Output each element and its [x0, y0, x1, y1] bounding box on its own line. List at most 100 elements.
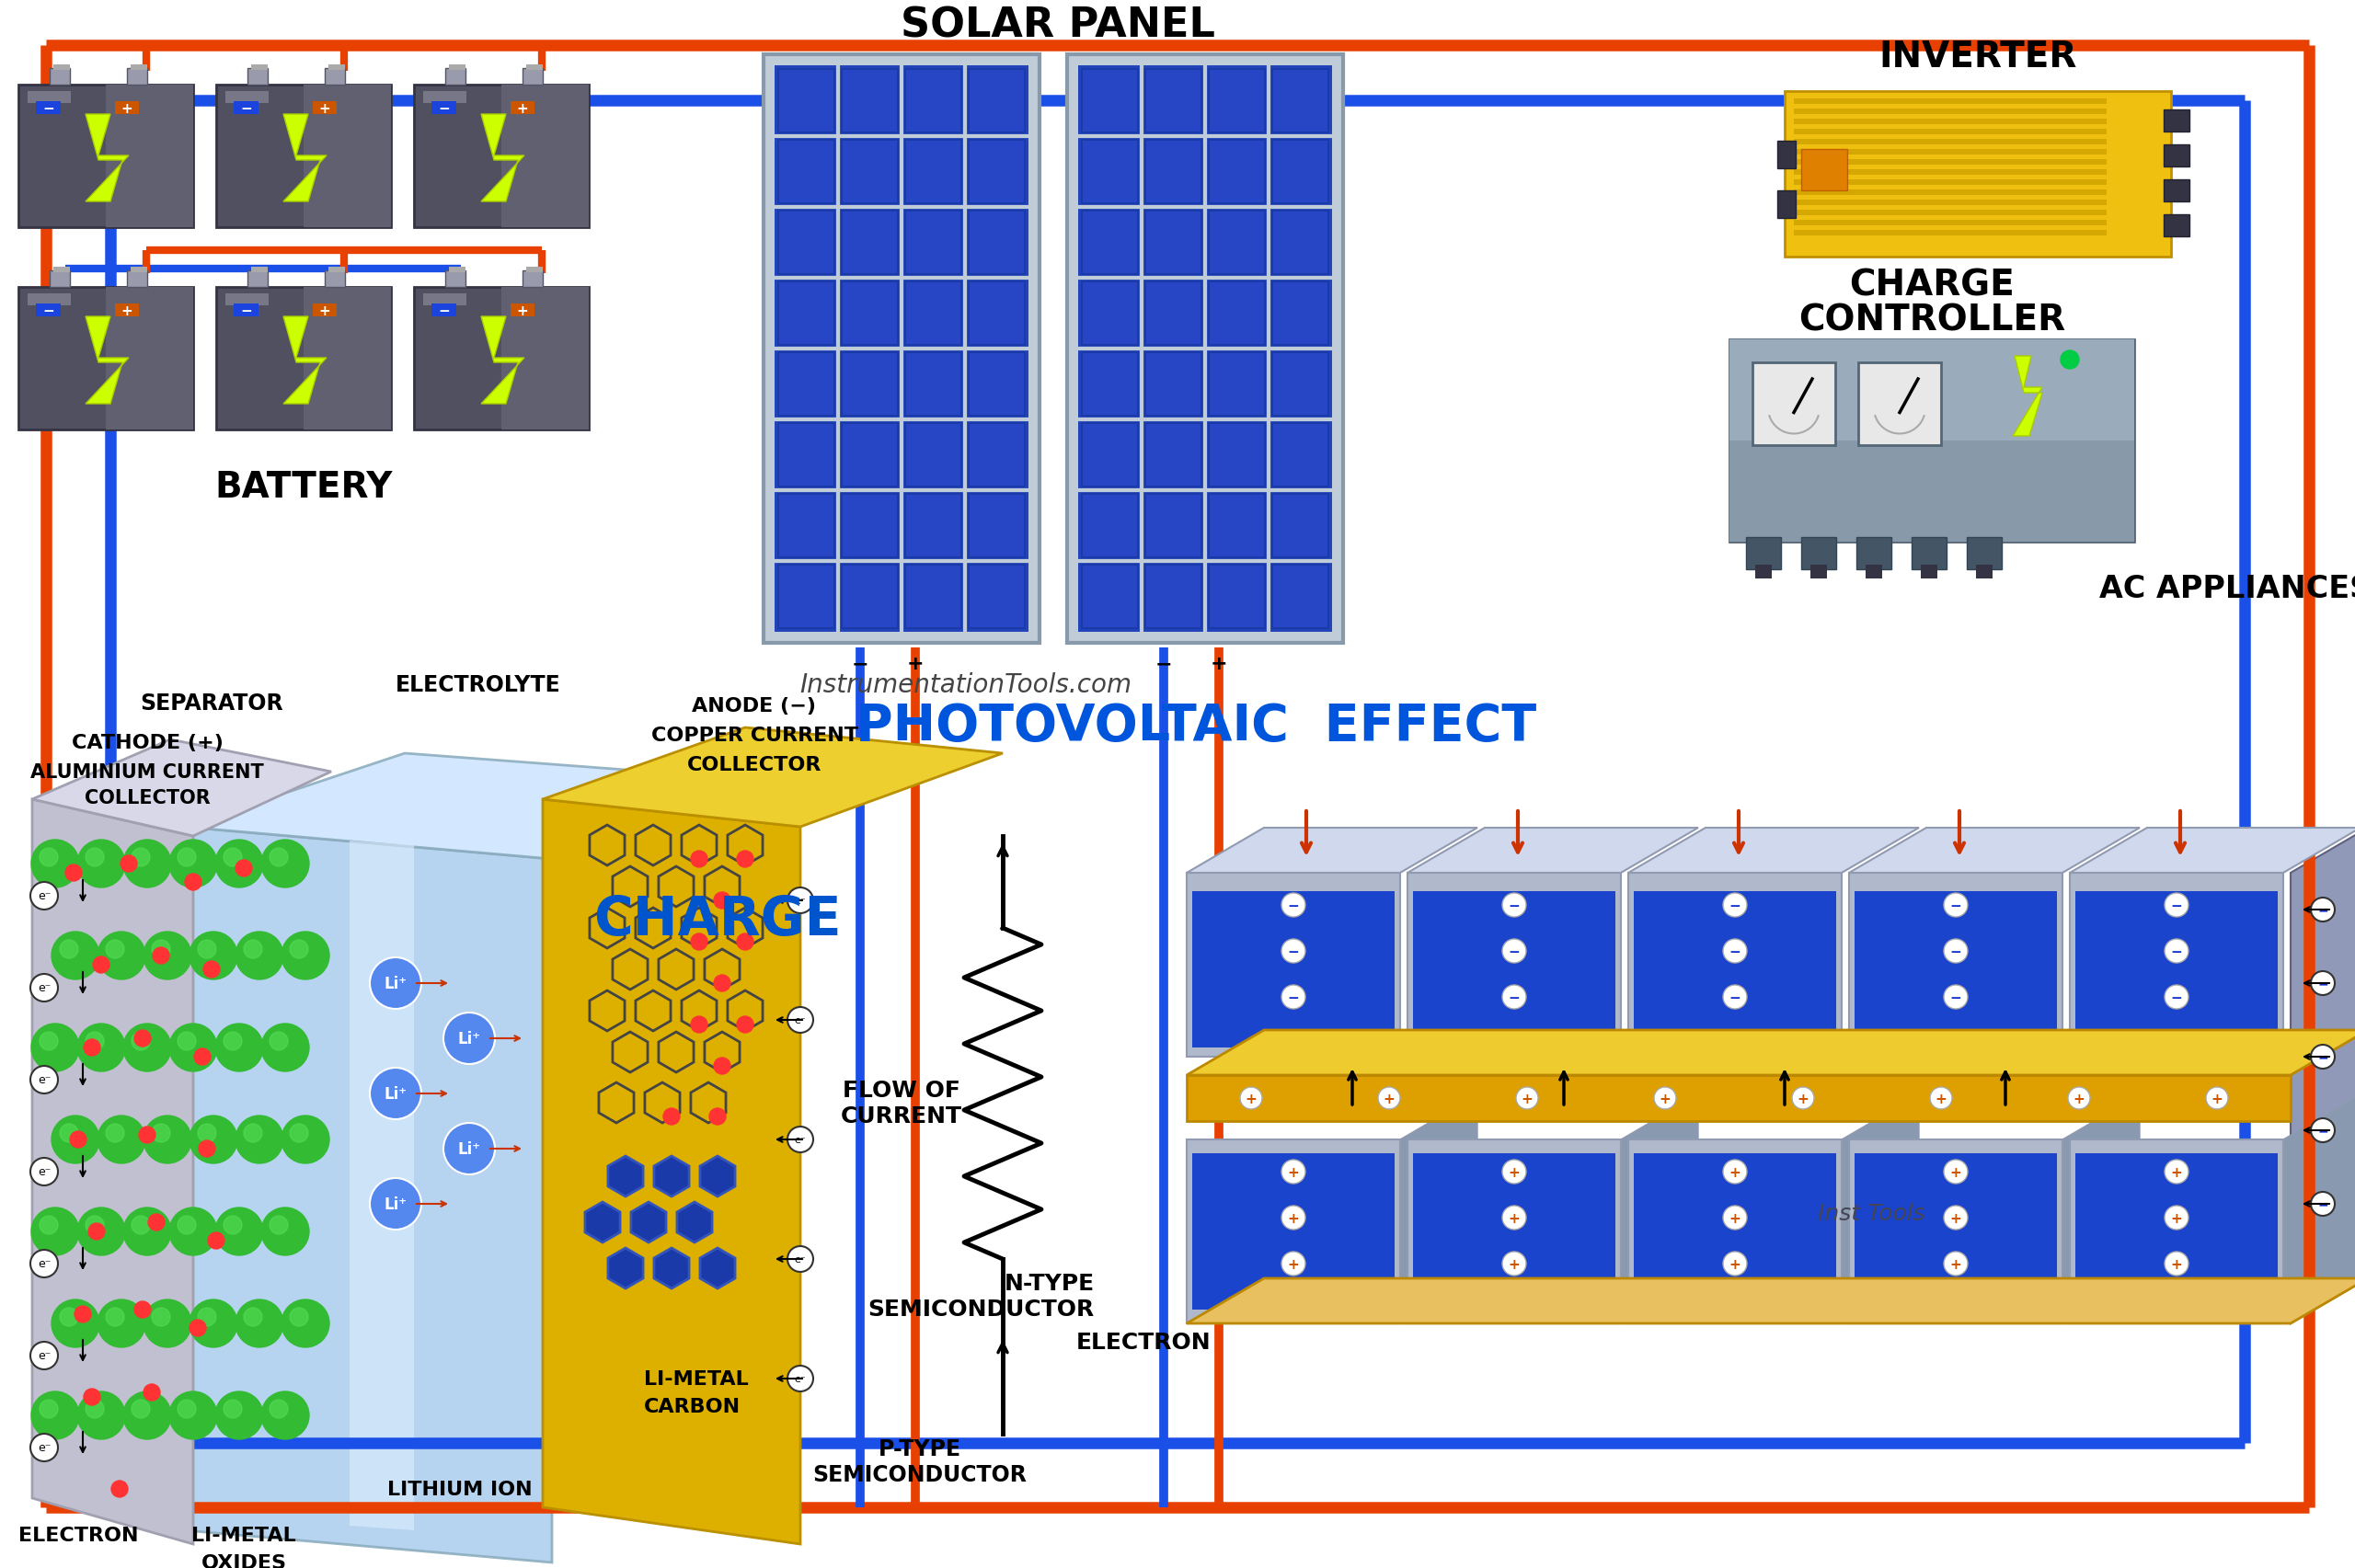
Bar: [1785, 93, 2171, 257]
Circle shape: [2164, 894, 2188, 917]
Bar: [1147, 284, 1201, 345]
Circle shape: [132, 1215, 151, 1234]
Bar: [843, 566, 897, 627]
Bar: [1187, 1076, 2291, 1121]
Circle shape: [1653, 1087, 1677, 1110]
Circle shape: [1517, 1087, 1538, 1110]
Circle shape: [188, 1300, 238, 1347]
Text: e⁻: e⁻: [794, 1135, 805, 1145]
Bar: [1274, 71, 1328, 132]
Text: e⁻: e⁻: [794, 1254, 805, 1264]
Circle shape: [31, 1250, 59, 1278]
Text: +: +: [120, 102, 132, 116]
Circle shape: [690, 935, 706, 950]
Text: INVERTER: INVERTER: [1879, 39, 2077, 74]
Bar: [968, 140, 1027, 205]
Text: +: +: [2072, 1091, 2084, 1105]
Text: CHARGE: CHARGE: [1849, 268, 2014, 303]
Polygon shape: [542, 800, 801, 1544]
Bar: [1083, 71, 1137, 132]
Polygon shape: [542, 728, 1003, 828]
Text: +: +: [516, 304, 528, 318]
Circle shape: [2164, 1251, 2188, 1276]
Circle shape: [2164, 985, 2188, 1010]
Circle shape: [66, 866, 82, 881]
Bar: [445, 69, 466, 85]
Circle shape: [1502, 1206, 1526, 1229]
Bar: [54, 64, 71, 71]
Text: SOLAR PANEL: SOLAR PANEL: [900, 6, 1215, 45]
Bar: [1145, 210, 1203, 276]
Text: +: +: [1729, 1165, 1740, 1179]
Bar: [1858, 364, 1941, 445]
Circle shape: [1378, 1087, 1401, 1110]
Text: −: −: [2171, 898, 2183, 913]
Circle shape: [1502, 939, 1526, 963]
Bar: [1210, 566, 1265, 627]
Circle shape: [59, 1308, 78, 1327]
Text: −: −: [438, 102, 450, 116]
Text: +: +: [2171, 1258, 2183, 1270]
Circle shape: [170, 1207, 217, 1256]
Circle shape: [75, 1306, 92, 1322]
Circle shape: [283, 1116, 330, 1163]
Circle shape: [1281, 1206, 1305, 1229]
Circle shape: [198, 1124, 217, 1143]
Text: Li⁺: Li⁺: [384, 1085, 407, 1102]
Text: e⁻: e⁻: [794, 897, 805, 905]
Bar: [1274, 354, 1328, 416]
Bar: [1272, 564, 1328, 630]
Bar: [763, 55, 1039, 643]
Bar: [1272, 140, 1328, 205]
Circle shape: [1943, 1160, 1969, 1184]
Bar: [1147, 354, 1201, 416]
Bar: [777, 494, 836, 558]
Bar: [1081, 281, 1140, 347]
Bar: [775, 66, 1029, 632]
Text: +: +: [1288, 1165, 1300, 1179]
Bar: [777, 564, 836, 630]
Text: FLOW OF
CURRENT: FLOW OF CURRENT: [841, 1079, 963, 1127]
Text: +: +: [318, 102, 330, 116]
Bar: [1083, 425, 1137, 486]
Bar: [1145, 69, 1203, 135]
Circle shape: [787, 1366, 812, 1391]
Circle shape: [224, 848, 243, 867]
Bar: [843, 71, 897, 132]
Bar: [19, 287, 193, 430]
Circle shape: [40, 1400, 59, 1417]
Bar: [777, 69, 836, 135]
Text: +: +: [1210, 654, 1227, 673]
Polygon shape: [1627, 828, 1919, 873]
Bar: [1208, 353, 1267, 417]
Text: e⁻: e⁻: [38, 1074, 52, 1087]
Bar: [1208, 423, 1267, 488]
Circle shape: [170, 1024, 217, 1071]
Bar: [1408, 1140, 1620, 1323]
Circle shape: [290, 1124, 309, 1143]
Polygon shape: [2291, 828, 2355, 1323]
Bar: [35, 102, 61, 114]
Circle shape: [122, 1024, 172, 1071]
Circle shape: [268, 848, 287, 867]
Bar: [327, 267, 344, 273]
Bar: [1083, 566, 1137, 627]
Text: +: +: [1729, 1210, 1740, 1225]
Bar: [1208, 210, 1267, 276]
Bar: [1147, 141, 1201, 204]
Text: +: +: [1288, 1210, 1300, 1225]
Bar: [130, 64, 146, 71]
Bar: [1081, 69, 1140, 135]
Bar: [226, 295, 268, 306]
Circle shape: [120, 856, 137, 872]
Circle shape: [122, 1391, 172, 1439]
Bar: [127, 69, 146, 85]
Text: Li⁺: Li⁺: [384, 975, 407, 991]
Text: LITHIUM ION: LITHIUM ION: [389, 1480, 532, 1497]
Bar: [1210, 71, 1265, 132]
Bar: [780, 284, 834, 345]
Text: SEPARATOR: SEPARATOR: [139, 691, 283, 713]
Bar: [843, 212, 897, 274]
Circle shape: [31, 1066, 59, 1094]
Circle shape: [2164, 1160, 2188, 1184]
